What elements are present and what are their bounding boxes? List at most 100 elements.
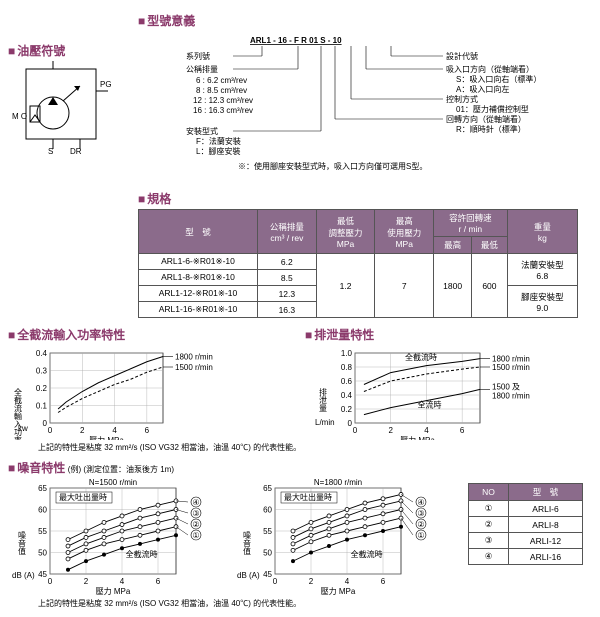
svg-text:②: ② bbox=[417, 520, 424, 529]
noise-subtitle: (例) (測定位置：油泵後方 1m) bbox=[68, 465, 174, 474]
svg-text:55: 55 bbox=[38, 527, 47, 536]
svg-text:4: 4 bbox=[345, 577, 350, 586]
svg-text:1500 及: 1500 及 bbox=[492, 382, 520, 391]
hydraulic-symbol-title: 油壓符號 bbox=[8, 42, 138, 59]
svg-text:01：壓力補償控制型: 01：壓力補償控制型 bbox=[456, 104, 529, 114]
noise-title: 噪音特性 bbox=[8, 461, 65, 475]
svg-text:②: ② bbox=[192, 520, 199, 529]
svg-text:③: ③ bbox=[192, 509, 199, 518]
svg-text:0.6: 0.6 bbox=[341, 377, 353, 386]
svg-text:S: S bbox=[48, 147, 53, 156]
svg-text:12 : 12.3 cm³/rev: 12 : 12.3 cm³/rev bbox=[193, 96, 253, 105]
svg-text:F：法蘭安裝: F：法蘭安裝 bbox=[196, 136, 241, 146]
svg-text:R：順時針（標準）: R：順時針（標準） bbox=[456, 124, 526, 134]
svg-text:公稱排量: 公稱排量 bbox=[186, 64, 218, 74]
svg-text:1800 r/min: 1800 r/min bbox=[492, 391, 530, 400]
svg-text:0: 0 bbox=[353, 426, 358, 435]
svg-text:全截流時: 全截流時 bbox=[351, 549, 383, 559]
svg-text:M O: M O bbox=[12, 112, 27, 121]
svg-text:16 : 16.3 cm³/rev: 16 : 16.3 cm³/rev bbox=[193, 106, 253, 115]
svg-text:排泄量: 排泄量 bbox=[318, 387, 327, 412]
svg-text:4: 4 bbox=[424, 426, 429, 435]
spec-th-model: 型 號 bbox=[139, 210, 258, 254]
svg-text:0.3: 0.3 bbox=[36, 367, 48, 376]
svg-text:設計代號: 設計代號 bbox=[446, 51, 478, 61]
svg-text:6: 6 bbox=[381, 577, 386, 586]
svg-text:③: ③ bbox=[417, 509, 424, 518]
table-row: ARL1-6-※R01※-106.2 1.2 7 1800 600 法蘭安裝型6… bbox=[139, 254, 578, 270]
svg-text:45: 45 bbox=[38, 570, 47, 579]
svg-text:4: 4 bbox=[120, 577, 125, 586]
svg-text:壓力 MPa: 壓力 MPa bbox=[89, 435, 124, 440]
model-ref-table: NO型 號 ①ARLI-6 ②ARLI-8 ③ARLI-12 ④ARLI-16 bbox=[468, 483, 583, 565]
svg-text:50: 50 bbox=[38, 549, 47, 558]
svg-text:N=1800 r/min: N=1800 r/min bbox=[314, 478, 362, 487]
svg-text:dB (A): dB (A) bbox=[237, 571, 260, 580]
svg-text:65: 65 bbox=[263, 484, 272, 493]
svg-text:8 : 8.5 cm³/rev: 8 : 8.5 cm³/rev bbox=[196, 86, 247, 95]
spec-th-disp: 公稱排量cm³ / rev bbox=[258, 210, 317, 254]
svg-text:控制方式: 控制方式 bbox=[446, 94, 478, 104]
hydraulic-symbol-diagram: PG M O S DR bbox=[8, 61, 128, 156]
noise-title-row: 噪音特性 (例) (測定位置：油泵後方 1m) bbox=[8, 459, 468, 476]
svg-text:噪音值: 噪音值 bbox=[243, 531, 252, 556]
svg-text:噪音值: 噪音值 bbox=[18, 531, 27, 556]
svg-text:④: ④ bbox=[417, 498, 424, 507]
model-meaning-title: 型號意義 bbox=[138, 12, 592, 29]
svg-text:1800 r/min: 1800 r/min bbox=[175, 353, 213, 362]
svg-text:50: 50 bbox=[263, 549, 272, 558]
svg-text:6 : 6.2 cm³/rev: 6 : 6.2 cm³/rev bbox=[196, 76, 247, 85]
svg-text:0.1: 0.1 bbox=[36, 402, 48, 411]
svg-text:ARL1 - 16 - F R 01 S - 10: ARL1 - 16 - F R 01 S - 10 bbox=[250, 36, 342, 45]
svg-text:kw: kw bbox=[18, 424, 28, 433]
table-row: ④ARLI-16 bbox=[469, 549, 583, 565]
svg-text:全截流時: 全截流時 bbox=[405, 352, 437, 362]
svg-text:55: 55 bbox=[263, 527, 272, 536]
svg-text:6: 6 bbox=[460, 426, 465, 435]
spec-th-weight: 重量kg bbox=[507, 210, 577, 254]
svg-text:0.4: 0.4 bbox=[341, 391, 353, 400]
full-cutoff-chart: 00.10.20.30.40246壓力 MPa全截流輸入功率kw1800 r/m… bbox=[8, 345, 228, 440]
svg-text:4: 4 bbox=[112, 426, 117, 435]
svg-text:L：腳座安裝: L：腳座安裝 bbox=[196, 146, 240, 156]
svg-text:壓力 MPa: 壓力 MPa bbox=[321, 586, 356, 596]
svg-text:PG: PG bbox=[100, 80, 112, 89]
footnote: 上記的特性是粘度 32 mm²/s (ISO VG32 相當油，油溫 40℃) … bbox=[38, 442, 305, 453]
svg-text:0: 0 bbox=[48, 426, 53, 435]
svg-text:1500 r/min: 1500 r/min bbox=[175, 363, 213, 372]
model-meaning-diagram: ARL1 - 16 - F R 01 S - 10 系列號 公稱排量 6 : 6… bbox=[138, 31, 588, 186]
svg-text:DR: DR bbox=[70, 147, 82, 156]
noise-chart-1500: 45505560650246壓力 MPa噪音值dB (A)N=1500 r/mi… bbox=[8, 476, 233, 596]
svg-text:0: 0 bbox=[48, 577, 53, 586]
svg-text:65: 65 bbox=[38, 484, 47, 493]
svg-text:60: 60 bbox=[38, 506, 47, 515]
svg-text:2: 2 bbox=[80, 426, 85, 435]
svg-text:A：吸入口向左: A：吸入口向左 bbox=[456, 84, 509, 94]
svg-text:1500 r/min: 1500 r/min bbox=[492, 363, 530, 372]
spec-th-rpm-max: 最高 bbox=[434, 237, 472, 254]
svg-text:0: 0 bbox=[273, 577, 278, 586]
svg-text:dB (A): dB (A) bbox=[12, 571, 35, 580]
svg-text:L/min: L/min bbox=[315, 418, 335, 427]
spec-th-minp: 最低調整壓力MPa bbox=[316, 210, 375, 254]
svg-text:0.2: 0.2 bbox=[36, 384, 48, 393]
svg-text:最大吐出量時: 最大吐出量時 bbox=[59, 492, 107, 502]
svg-text:60: 60 bbox=[263, 506, 272, 515]
svg-text:※：使用腳座安裝型式時，吸入口方向僅可選用S型。: ※：使用腳座安裝型式時，吸入口方向僅可選用S型。 bbox=[238, 161, 427, 171]
svg-text:N=1500 r/min: N=1500 r/min bbox=[89, 478, 137, 487]
table-row: ②ARLI-8 bbox=[469, 517, 583, 533]
noise-chart-1800: 45505560650246壓力 MPa噪音值dB (A)N=1800 r/mi… bbox=[233, 476, 458, 596]
svg-text:2: 2 bbox=[388, 426, 393, 435]
spec-table: 型 號 公稱排量cm³ / rev 最低調整壓力MPa 最高使用壓力MPa 容許… bbox=[138, 209, 578, 318]
svg-text:6: 6 bbox=[145, 426, 150, 435]
svg-text:0.8: 0.8 bbox=[341, 363, 353, 372]
svg-text:系列號: 系列號 bbox=[186, 51, 210, 61]
table-row: ①ARLI-6 bbox=[469, 501, 583, 517]
svg-text:全截流時: 全截流時 bbox=[126, 549, 158, 559]
svg-text:S：吸入口向右（標準）: S：吸入口向右（標準） bbox=[456, 74, 541, 84]
full-cutoff-title: 全截流輸入功率特性 bbox=[8, 326, 305, 343]
svg-text:①: ① bbox=[192, 531, 199, 540]
svg-text:吸入口方向（從軸端看）: 吸入口方向（從軸端看） bbox=[446, 64, 534, 74]
svg-text:壓力 MPa: 壓力 MPa bbox=[400, 435, 435, 440]
svg-text:壓力 MPa: 壓力 MPa bbox=[96, 586, 131, 596]
